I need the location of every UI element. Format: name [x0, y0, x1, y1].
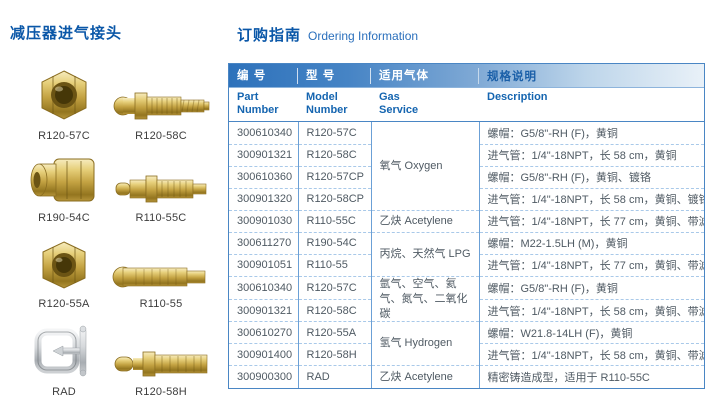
part-number-cell: 300901051 — [229, 253, 298, 277]
table-row: 300901320 R120-58CP 进气管：1/4"-18NPT，长 58 … — [229, 187, 704, 211]
table-row: 300611270 R190-54C 丙烷、天然气 LPG 螺帽：M22-1.5… — [229, 231, 704, 277]
header-gas-en: Gas Service — [379, 91, 419, 117]
part-number-cell: 300901400 — [229, 343, 298, 366]
part-number-cell: 300901030 — [229, 209, 298, 233]
table-row: 300610340 R120-57C 氧气 Oxygen 螺帽：G5/8"-RH… — [229, 122, 704, 211]
table-row: 300610340 R120-57C 氩气、空气、氦气、氮气、二氧化碳 螺帽：G… — [229, 275, 704, 322]
gas-service-cell: 乙炔 Acetylene — [370, 209, 479, 233]
inlet-stem-image — [112, 266, 206, 288]
header-part-cn: 编 号 — [229, 67, 298, 84]
ordering-title-en: Ordering Information — [308, 29, 419, 43]
flange-nut-image — [30, 158, 95, 202]
gas-service-cell: 氢气 Hydrogen — [370, 321, 479, 366]
model-number-cell: R120-55A — [297, 321, 371, 344]
product-r110-55c: R110-55C — [106, 146, 216, 224]
gas-service-cell: 氧气 Oxygen — [370, 122, 479, 211]
table-row: 300901321 R120-58C 进气管：1/4"-18NPT，长 58 c… — [229, 143, 704, 167]
inlet-stem-image — [113, 92, 210, 120]
left-section-title: 减压器进气接头 — [10, 25, 123, 42]
part-number-cell: 300901321 — [229, 298, 298, 322]
table-row: 300610360 R120-57CP 螺帽：G5/8"-RH (F)，黄铜、镀… — [229, 165, 704, 189]
part-number-cell: 300610340 — [237, 127, 293, 140]
description-cell: 螺帽：W21.8-14LH (F)，黄铜 — [478, 321, 704, 344]
product-label: R110-55 — [139, 298, 183, 310]
model-number-cell: R120-58C — [297, 298, 371, 322]
description-cell: 进气管：1/4"-18NPT，长 58 cm，黄铜、带滤芯 — [478, 298, 704, 322]
description-cell: 进气管：1/4"-18NPT，长 58 cm，黄铜 — [478, 143, 704, 167]
product-r120-55a: R120-55A — [16, 232, 112, 310]
part-number-cell: 300900300 — [229, 365, 298, 388]
table-row: 300901030 R110-55C 乙炔 Acetylene 进气管：1/4"… — [229, 209, 704, 233]
gas-service-cell: 丙烷、天然气 LPG — [370, 231, 479, 277]
model-number-cell: R120-57C — [297, 275, 371, 300]
header-part-en: Part Number — [237, 91, 279, 117]
part-number-cell: 300611270 — [229, 231, 298, 255]
product-label: R120-58H — [135, 386, 187, 398]
hex-nut-image — [42, 241, 86, 289]
description-cell: 进气管：1/4"-18NPT，长 58 cm，黄铜、带滤芯 — [478, 343, 704, 366]
model-number-cell: R110-55C — [297, 209, 371, 233]
product-label: R120-57C — [38, 130, 90, 142]
product-r120-58h: R120-58H — [106, 316, 216, 398]
product-label: R120-55A — [38, 298, 90, 310]
table-header-en: Part Number Model Number Gas Service Des… — [229, 88, 704, 123]
model-number-cell: RAD — [297, 365, 371, 388]
part-number-cell: 300610340 — [229, 275, 298, 300]
product-r120-57c: R120-57C — [16, 62, 112, 142]
product-label: R120-58C — [135, 130, 187, 142]
description-cell: 螺帽：M22-1.5LH (M)，黄铜 — [478, 231, 704, 255]
part-number-cell: 300901321 — [229, 143, 298, 167]
part-number-cell: 300901320 — [229, 187, 298, 211]
table-row: 300901321 R120-58C 进气管：1/4"-18NPT，长 58 c… — [229, 298, 704, 322]
ordering-table-body: 300610340 R120-57C 氧气 Oxygen 螺帽：G5/8"-RH… — [229, 122, 704, 388]
product-rad: RAD — [16, 316, 112, 398]
table-row: 300610270 R120-55A 氢气 Hydrogen 螺帽：W21.8-… — [229, 321, 704, 366]
model-number-cell: R120-58C — [297, 143, 371, 167]
model-number-cell: R120-58CP — [297, 187, 371, 211]
model-number-cell: R120-58H — [297, 343, 371, 366]
model-number-cell: R110-55 — [297, 253, 371, 277]
inlet-stem-image — [115, 175, 207, 203]
product-label: RAD — [52, 386, 76, 398]
product-r190-54c: R190-54C — [16, 146, 112, 224]
product-label: R110-55C — [135, 212, 187, 224]
ordering-title-cn: 订购指南 — [237, 27, 302, 44]
description-cell: 进气管：1/4"-18NPT，长 58 cm，黄铜、镀铬 — [478, 187, 704, 211]
header-model-cn: 型 号 — [298, 67, 371, 84]
table-row: 300900300 RAD 乙炔 Acetylene 精密铸造成型，适用于 R1… — [229, 365, 704, 388]
model-number-cell: R190-54C — [297, 231, 371, 255]
product-r110-55: R110-55 — [106, 232, 216, 310]
description-cell: 进气管：1/4"-18NPT，长 77 cm，黄铜、带滤芯 — [478, 253, 704, 277]
table-row: 300901400 R120-58H 进气管：1/4"-18NPT，长 58 c… — [229, 343, 704, 366]
part-number-cell: 300610270 — [229, 321, 298, 344]
yoke-clamp-image — [34, 325, 87, 377]
ordering-section-title: 订购指南 Ordering Information — [237, 24, 418, 45]
header-desc-cn: 规格说明 — [487, 70, 537, 83]
description-cell: 精密铸造成型，适用于 R110-55C — [478, 365, 704, 388]
gas-service-cell: 氩气、空气、氦气、氮气、二氧化碳 — [370, 275, 479, 322]
ordering-table: 编 号 型 号 适用气体 规格说明 Part Number Model Numb… — [228, 63, 705, 389]
header-desc-en: Description — [487, 91, 548, 103]
header-model-en: Model Number — [306, 91, 348, 117]
description-cell: 螺帽：G5/8"-RH (F)，黄铜 — [478, 275, 704, 300]
part-number-cell: 300610360 — [229, 165, 298, 189]
description-cell: 螺帽：G5/8"-RH (F)，黄铜、镀铬 — [478, 165, 704, 189]
model-number-cell: R120-57CP — [297, 165, 371, 189]
header-gas-cn: 适用气体 — [371, 67, 479, 84]
table-row: 300901051 R110-55 进气管：1/4"-18NPT，长 77 cm… — [229, 253, 704, 277]
inlet-stem-image — [114, 351, 208, 377]
gas-service-cell: 乙炔 Acetylene — [370, 365, 479, 388]
description-cell: 进气管：1/4"-18NPT，长 77 cm，黄铜、带滤芯 — [478, 209, 704, 233]
product-label: R190-54C — [38, 212, 90, 224]
product-r120-58c: R120-58C — [106, 62, 216, 142]
table-header-cn: 编 号 型 号 适用气体 规格说明 — [229, 64, 704, 88]
model-number-cell: R120-57C — [297, 122, 371, 145]
description-cell: 螺帽：G5/8"-RH (F)，黄铜 — [478, 122, 704, 145]
hex-nut-image — [41, 70, 87, 120]
